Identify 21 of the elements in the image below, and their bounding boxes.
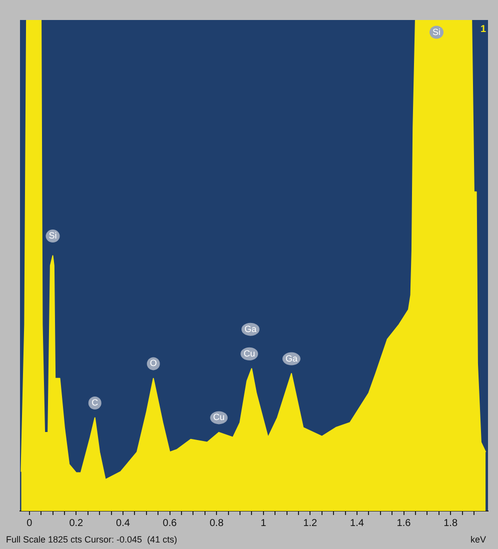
x-tick-label: 0 (26, 518, 33, 529)
annotation: Ga (244, 324, 256, 334)
annotation: Si (432, 26, 441, 37)
annotation: Ga (285, 353, 298, 364)
x-tick-label: 0.4 (116, 518, 130, 529)
x-tick-label: 1.2 (303, 518, 318, 529)
x-tick-label: 0.6 (162, 518, 178, 529)
x-tick-label: 0.8 (210, 518, 224, 529)
annotation: O (150, 358, 157, 368)
annotation: Cu (244, 348, 256, 358)
x-axis-title: keV (470, 534, 486, 544)
text: Full Scale 1825 cts Cursor: -0.045 (41 cts) (6, 534, 178, 544)
annotation: Cu (213, 412, 225, 422)
annotation: Si (48, 230, 57, 241)
annotation: 1 (480, 24, 486, 35)
x-tick-label: 1.4 (350, 518, 364, 529)
annotation: C (92, 397, 99, 408)
x-tick-label: 1 (260, 518, 267, 529)
x-tick-label: 1.6 (396, 518, 412, 529)
x-tick-label: 0.2 (69, 518, 84, 529)
x-tick-label: 1.8 (444, 518, 458, 529)
